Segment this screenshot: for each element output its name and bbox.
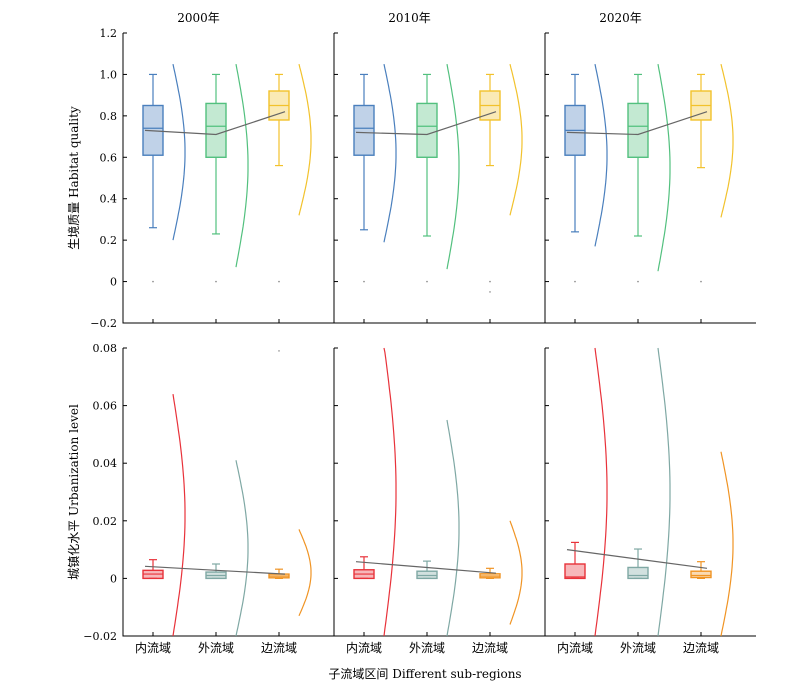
- density-curve: [298, 529, 312, 617]
- y-tick-label: 1.0: [100, 68, 118, 81]
- panel-title-2: 2010年: [388, 11, 431, 25]
- y-axis-title-1: 生境质量 Habitat quality: [66, 106, 81, 250]
- outlier-point: [363, 280, 365, 283]
- y-tick-label: 1.2: [100, 27, 118, 40]
- category-label: 边流域: [683, 641, 719, 655]
- density-curve: [383, 63, 397, 243]
- y-tick-label: 0.6: [100, 151, 118, 164]
- category-label: 内流域: [557, 641, 593, 655]
- outlier-point: [426, 280, 428, 283]
- density-curve: [172, 63, 186, 241]
- iqr-box: [205, 102, 227, 158]
- density-curve: [235, 63, 249, 268]
- panel-axis-frame: [544, 348, 756, 637]
- density-curve: [298, 63, 312, 216]
- density-curve: [657, 347, 671, 637]
- mean-trend-line: [566, 111, 708, 136]
- y-tick-label: 0.8: [100, 110, 118, 123]
- density-curve: [720, 451, 734, 637]
- y-tick-label: 0.08: [93, 342, 118, 355]
- mean-trend-line: [355, 111, 497, 136]
- outlier-point: [215, 280, 217, 283]
- panel-axis-frame: [333, 348, 545, 637]
- mean-trend-line: [144, 565, 286, 575]
- outlier-point: [489, 291, 491, 293]
- panel-1-2: [333, 32, 545, 324]
- iqr-box: [627, 566, 649, 580]
- density-curve: [383, 347, 397, 637]
- y-tick-label: 0: [110, 572, 117, 585]
- y-tick-label: 0.06: [93, 400, 118, 413]
- density-curve: [235, 460, 249, 637]
- panel-title-3: 2020年: [599, 11, 642, 25]
- outlier-point: [152, 280, 154, 283]
- outlier-point: [278, 280, 280, 283]
- density-curve: [446, 419, 460, 637]
- category-label: 外流域: [198, 641, 234, 655]
- density-curve: [172, 394, 186, 637]
- y-axis-title-2: 城镇化水平 Urbanization level: [67, 404, 81, 580]
- iqr-box: [416, 570, 438, 580]
- x-axis-title: 子流域区间 Different sub-regions: [328, 667, 521, 681]
- category-label: 边流域: [261, 641, 297, 655]
- category-label: 外流域: [409, 641, 445, 655]
- category-label: 内流域: [346, 641, 382, 655]
- iqr-box: [416, 102, 438, 158]
- panel-2-2: [333, 347, 545, 637]
- density-curve: [446, 63, 460, 270]
- panel-1-3: [544, 32, 756, 324]
- outlier-point: [637, 280, 639, 283]
- y-tick-label: 0: [110, 276, 117, 289]
- y-tick-label: 0.2: [100, 234, 118, 247]
- outlier-point: [574, 280, 576, 283]
- mean-trend-line: [144, 111, 286, 136]
- category-label: 边流域: [472, 641, 508, 655]
- category-label: 内流域: [135, 641, 171, 655]
- y-tick-label: 0.02: [93, 515, 118, 528]
- density-curve: [657, 63, 671, 272]
- density-curve: [594, 347, 608, 637]
- mean-trend-line: [566, 549, 708, 569]
- panel-1-1: [122, 32, 334, 324]
- panel-axis-frame: [122, 348, 334, 637]
- density-curve: [509, 63, 523, 216]
- iqr-box: [564, 563, 586, 580]
- outlier-point: [489, 280, 491, 283]
- panel-2-1: [122, 347, 334, 637]
- mean-trend-line: [355, 561, 497, 574]
- outlier-point: [278, 350, 280, 352]
- y-tick-label: −0.2: [90, 317, 117, 330]
- iqr-box: [627, 102, 649, 158]
- outlier-point: [700, 280, 702, 283]
- iqr-box: [353, 104, 375, 156]
- iqr-box: [690, 570, 712, 579]
- density-curve: [509, 520, 523, 625]
- y-tick-label: −0.02: [83, 630, 117, 643]
- category-label: 外流域: [620, 641, 656, 655]
- y-tick-label: 0.04: [93, 457, 118, 470]
- density-curve: [720, 63, 734, 218]
- density-curve: [594, 63, 608, 247]
- panel-2-3: [544, 347, 756, 637]
- panel-title-1: 2000年: [177, 11, 220, 25]
- y-tick-label: 0.4: [100, 193, 118, 206]
